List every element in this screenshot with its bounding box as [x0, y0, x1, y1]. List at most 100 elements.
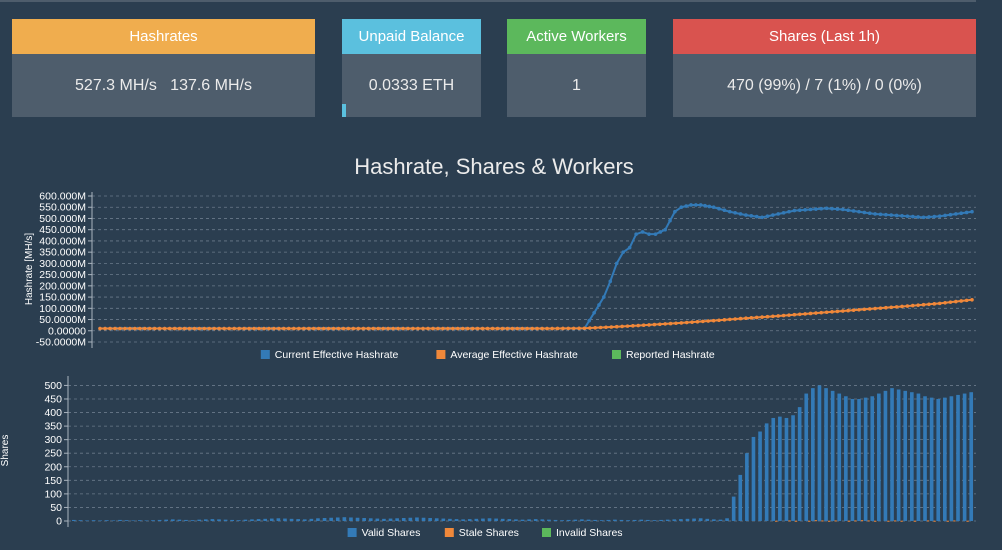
y-tick-label: 300	[44, 434, 62, 446]
data-point	[905, 214, 910, 219]
share-bar	[184, 519, 188, 521]
data-point	[582, 326, 587, 331]
share-bar	[151, 520, 155, 521]
data-point	[301, 326, 306, 331]
data-point	[689, 203, 693, 207]
legend-label: Current Effective Hashrate	[275, 349, 399, 361]
data-point	[970, 209, 974, 214]
data-point	[614, 324, 619, 329]
data-point	[668, 218, 672, 223]
data-point	[321, 326, 326, 331]
y-tick-label: 50	[50, 502, 62, 514]
data-point	[948, 300, 953, 304]
data-point	[824, 310, 829, 315]
top-divider	[0, 0, 976, 2]
share-bar	[164, 519, 169, 521]
stale-bar	[860, 520, 864, 522]
share-bar	[487, 518, 492, 521]
data-point	[421, 326, 425, 331]
active-workers-card: Active Workers 1	[507, 19, 646, 117]
data-point	[921, 302, 926, 307]
data-point	[647, 323, 651, 327]
share-bar	[355, 517, 360, 521]
shares-card-title: Shares (Last 1h)	[673, 19, 976, 54]
data-point	[954, 212, 958, 216]
share-bar	[514, 519, 518, 521]
share-bar	[731, 496, 736, 521]
stale-bar	[775, 520, 778, 522]
data-point	[679, 205, 684, 210]
data-point	[803, 312, 807, 316]
data-point	[846, 208, 850, 213]
share-bar	[368, 518, 373, 521]
share-bar	[289, 518, 294, 521]
share-bar	[685, 518, 690, 521]
y-tick-label: 150	[44, 475, 62, 487]
data-point	[781, 211, 786, 215]
y-tick-label: 350.000M	[39, 247, 86, 259]
share-bar	[870, 396, 875, 521]
data-point	[889, 213, 894, 217]
share-bar	[725, 518, 729, 521]
share-bar	[712, 519, 716, 521]
data-point	[113, 326, 117, 331]
share-bar	[72, 519, 76, 521]
data-point	[900, 214, 904, 218]
data-point	[592, 311, 596, 315]
data-point	[172, 326, 177, 331]
data-point	[431, 326, 435, 331]
share-bar	[533, 519, 538, 521]
data-point	[905, 304, 910, 308]
stale-bar	[966, 520, 969, 522]
share-bar	[137, 520, 142, 521]
data-point	[535, 326, 540, 331]
data-point	[749, 214, 754, 218]
data-point	[396, 326, 400, 331]
unpaid-balance-card: Unpaid Balance 0.0333 ETH	[342, 19, 481, 117]
data-point	[932, 214, 937, 219]
share-bar	[507, 519, 512, 521]
data-point	[889, 305, 894, 310]
data-point	[959, 211, 964, 216]
data-point	[257, 326, 261, 331]
data-point	[808, 311, 813, 316]
stale-bar	[827, 520, 831, 522]
data-point	[361, 326, 366, 331]
y-tick-label: 200	[44, 461, 62, 473]
data-point	[684, 204, 688, 208]
share-bar	[573, 519, 578, 521]
unpaid-balance-body: 0.0333 ETH	[342, 54, 481, 117]
data-point	[620, 324, 624, 329]
data-point	[614, 261, 619, 266]
data-point	[684, 320, 689, 325]
share-bar	[560, 520, 564, 521]
data-point	[376, 326, 381, 331]
y-tick-label: 400.000M	[39, 235, 86, 247]
legend-swatch	[260, 350, 270, 359]
data-point	[701, 319, 705, 324]
share-bar	[943, 397, 947, 521]
data-point	[787, 313, 791, 317]
y-tick-label: 250.000M	[39, 269, 86, 281]
data-point	[475, 326, 480, 331]
data-point	[921, 215, 926, 220]
share-bar	[263, 518, 267, 521]
data-point	[867, 307, 872, 311]
data-point	[252, 326, 256, 331]
y-tick-label: 150.000M	[39, 292, 86, 304]
share-bar	[566, 519, 571, 521]
data-point	[227, 326, 231, 331]
share-bar	[111, 520, 116, 521]
data-point	[959, 299, 964, 303]
data-point	[830, 206, 834, 211]
y-tick-label: 0	[56, 516, 62, 528]
share-bar	[863, 397, 868, 521]
share-bar	[494, 518, 498, 521]
data-point	[331, 326, 336, 331]
share-bar	[91, 520, 96, 521]
share-bar	[481, 518, 485, 521]
data-point	[282, 326, 286, 331]
data-point	[406, 326, 410, 331]
data-point	[341, 326, 346, 331]
data-point	[698, 203, 703, 207]
